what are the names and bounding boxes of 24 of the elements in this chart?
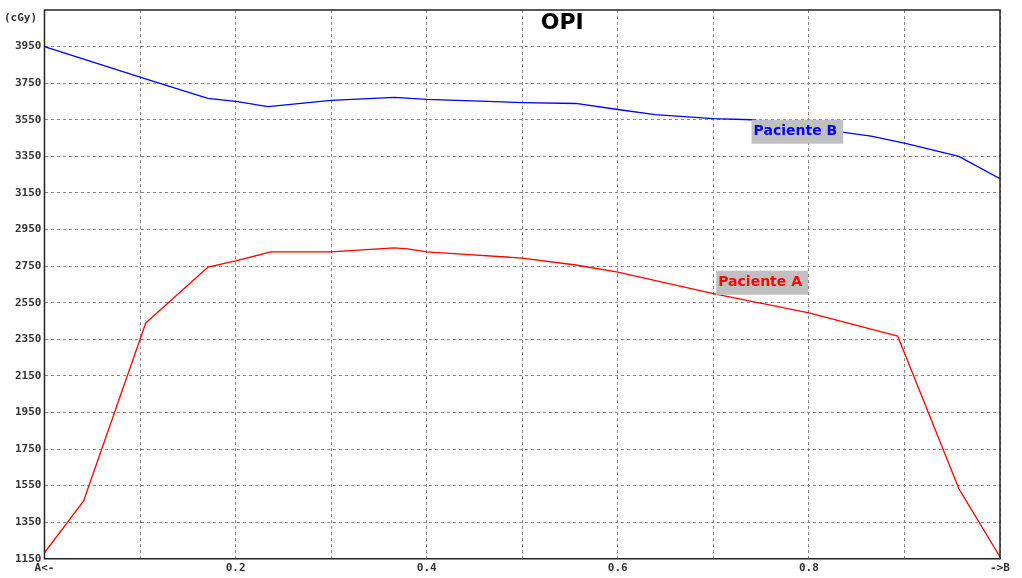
x-tick-label: 0.6 <box>607 561 629 575</box>
y-tick-label: 2550 <box>14 295 42 309</box>
series-label: Paciente A <box>718 273 803 290</box>
y-tick-label: 1750 <box>14 441 42 455</box>
y-tick-label: 2750 <box>14 258 42 272</box>
y-tick-label: 2350 <box>14 332 42 346</box>
series-label: Paciente B <box>753 122 838 139</box>
y-tick-label: 3550 <box>14 112 42 126</box>
y-tick-label: 3750 <box>14 76 42 90</box>
chart-title: OPI <box>540 8 584 34</box>
x-tick-label: 0.8 <box>798 561 819 575</box>
y-tick-label: 3150 <box>14 185 42 199</box>
y-tick-label: 1350 <box>14 515 42 529</box>
x-tick-label: A<- <box>34 561 55 575</box>
y-tick-label: 1550 <box>14 478 42 492</box>
y-tick-label: 3950 <box>14 39 42 53</box>
y-tick-label: 2950 <box>14 222 42 236</box>
x-tick-label: ->B <box>990 561 1011 575</box>
y-tick-label: 1950 <box>14 405 42 419</box>
x-tick-label: 0.4 <box>416 561 437 575</box>
y-axis-title: (cGy) <box>4 10 38 24</box>
x-tick-label: 0.2 <box>225 561 246 575</box>
y-tick-label: 3350 <box>14 149 42 163</box>
y-tick-label: 2150 <box>14 368 42 382</box>
